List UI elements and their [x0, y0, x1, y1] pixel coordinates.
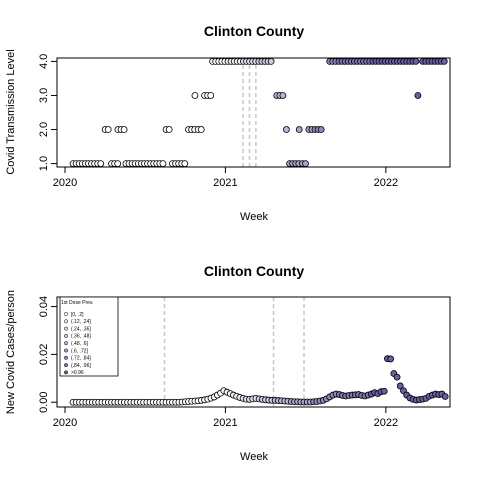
panel2-x-tick-label: 2022 — [374, 417, 398, 429]
panel1-y-tick-label: 2.0 — [38, 122, 50, 137]
panel1-point — [414, 92, 422, 99]
legend-label: >0.96 — [71, 370, 84, 376]
panel1-point — [97, 160, 105, 167]
panel1-points — [69, 58, 448, 167]
panel1-point — [412, 58, 420, 65]
panel2-frame — [56, 296, 451, 408]
legend-marker — [64, 370, 68, 375]
legend-box — [59, 296, 119, 377]
panel2-points — [69, 355, 449, 406]
legend-label: (.36, .48] — [71, 334, 91, 340]
panel1-point — [295, 126, 303, 133]
panel2-ylabel: New Covid Cases/person — [5, 290, 17, 414]
panel1-x-tick-label: 2021 — [213, 177, 237, 189]
panel1-point — [197, 126, 205, 133]
panel1-point — [317, 126, 325, 133]
legend-marker — [64, 348, 68, 353]
panel1-xlabel: Week — [240, 211, 268, 223]
panel2-reference-lines — [163, 297, 305, 407]
panel1-point — [267, 58, 275, 65]
panel2-axes: 2020 2021 2022 0.00 0.02 0.04 — [38, 296, 451, 429]
dose-legend: 1st Dose Prev. [0, .2](.12, .24](.24, .3… — [59, 296, 119, 377]
legend-label: (.72, .84] — [71, 356, 91, 362]
panel2-point — [441, 393, 449, 400]
legend-label: (.24, .36] — [71, 326, 91, 332]
legend-label: [0, .2] — [71, 312, 84, 318]
legend-marker — [64, 355, 68, 360]
legend-marker — [64, 341, 68, 346]
panel2-xlabel: Week — [240, 451, 268, 463]
panel1-x-tick-label: 2022 — [374, 177, 398, 189]
panel1-x-tick-label: 2020 — [53, 177, 77, 189]
panel2-y-tick-label: 0.00 — [38, 392, 50, 413]
panel1-point — [440, 58, 448, 65]
legend-marker — [64, 319, 68, 324]
legend-marker — [64, 333, 68, 338]
panel1-point — [302, 160, 309, 167]
panel1-point — [165, 126, 173, 133]
legend-marker — [64, 326, 68, 331]
panel2-point — [393, 373, 401, 381]
panel1-point — [207, 92, 215, 99]
panel1-point — [120, 126, 128, 133]
panel1-reference-lines — [242, 58, 257, 167]
panel1-y-tick-label: 4.0 — [38, 54, 50, 69]
panel1-title: Clinton County — [204, 23, 305, 39]
panel1-y-tick-label: 3.0 — [38, 88, 50, 103]
panel2-point — [380, 387, 388, 395]
panel1-point — [282, 126, 290, 133]
legend-label: (.12, .24] — [71, 319, 91, 325]
legend-marker — [64, 312, 68, 316]
panel2-y-tick-label: 0.02 — [38, 344, 50, 365]
legend-label: (.84, .96] — [71, 363, 91, 369]
panel1-point — [279, 92, 287, 99]
panel1-axes: 2020 2021 2022 1.0 2.0 3.0 4.0 — [38, 54, 451, 189]
legend-title: 1st Dose Prev. — [61, 300, 93, 306]
legend-marker — [64, 363, 68, 368]
panel2-point — [387, 355, 395, 363]
legend-label: (.48, .6] — [71, 341, 89, 347]
panel1-y-tick-label: 1.0 — [38, 156, 50, 171]
legend-label: (.6, .72] — [71, 348, 89, 354]
new-cases-panel: Clinton County Week New Covid Cases/pers… — [5, 263, 451, 463]
panel2-title: Clinton County — [204, 263, 305, 279]
transmission-level-panel: Clinton County Week Covid Transmission L… — [5, 23, 451, 223]
panel2-y-tick-label: 0.04 — [38, 296, 50, 317]
panel1-point — [114, 160, 122, 167]
panel2-point — [396, 382, 404, 390]
panel1-point — [104, 126, 112, 133]
panel1-point — [191, 92, 199, 99]
panel1-ylabel: Covid Transmission Level — [5, 49, 17, 174]
panel1-frame — [56, 57, 451, 168]
panel1-point — [181, 160, 189, 167]
panel1-point — [159, 160, 167, 167]
panel2-x-tick-label: 2020 — [53, 417, 77, 429]
panel2-x-tick-label: 2021 — [213, 417, 237, 429]
